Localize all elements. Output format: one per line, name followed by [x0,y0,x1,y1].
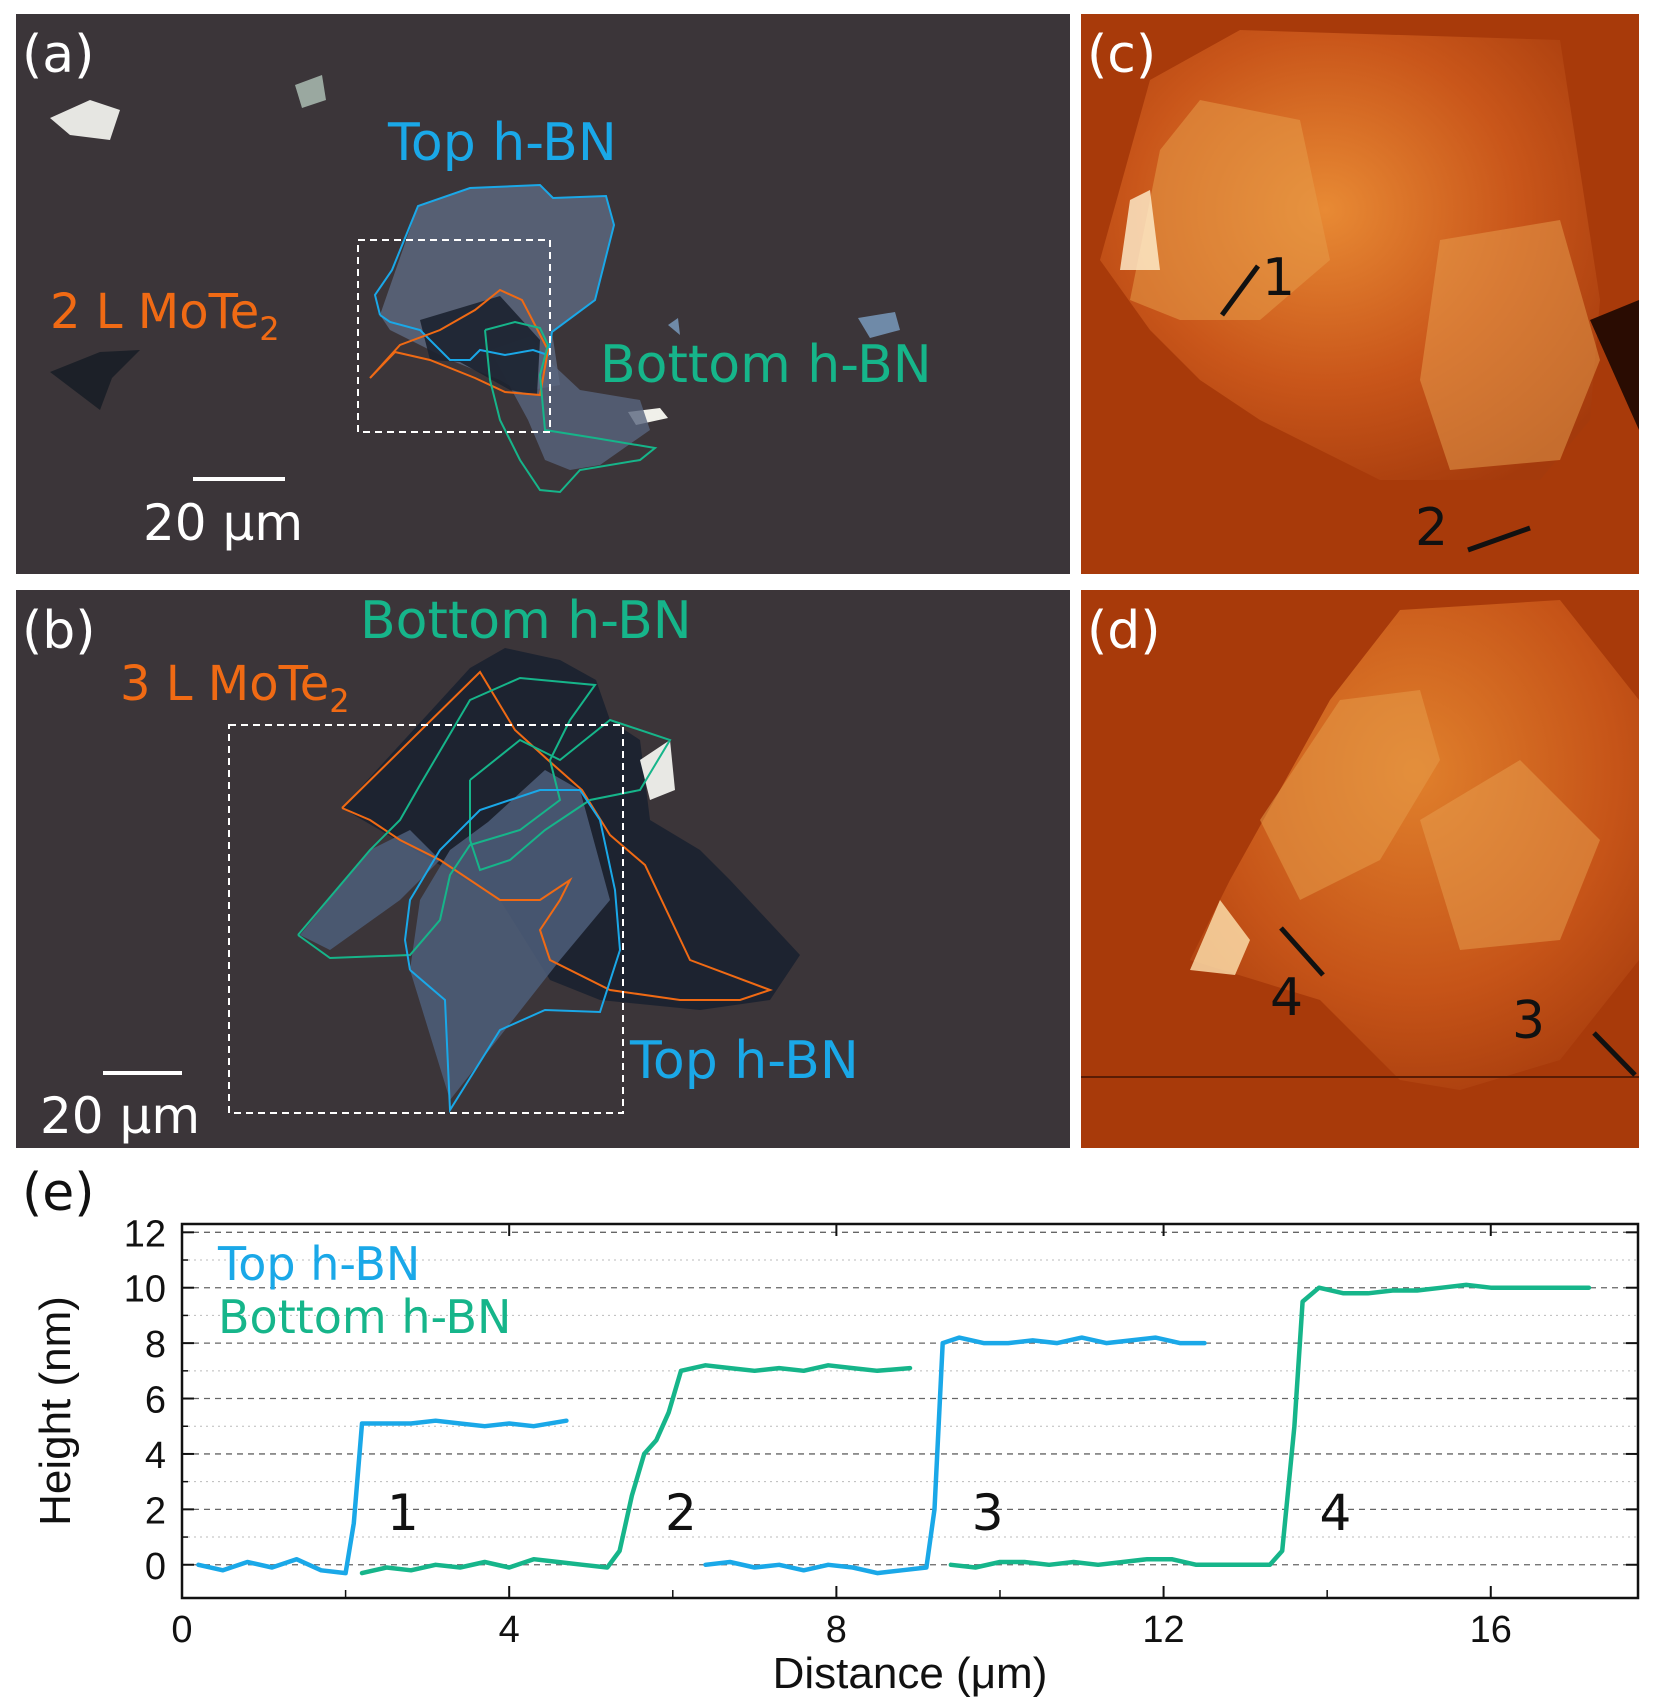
profile-line-1 [1219,264,1261,317]
top-hbn-outline [373,183,616,361]
chart-step-labels: 1 2 3 4 [387,1484,1351,1542]
zoom-box-b [228,724,624,1114]
afm-flake-d2 [1260,690,1440,900]
y-tick-label: 6 [145,1380,166,1422]
flake [50,100,120,140]
afm-flake-c2 [1130,100,1330,320]
bottom-hbn-label-a: Bottom h-BN [600,335,932,395]
flake [668,318,680,335]
x-axis-label: Distance (μm) [773,1649,1048,1698]
series-line-bottom-hbn-0 [359,1363,913,1576]
afm-flake-d3 [1420,760,1600,950]
bottom-hbn-label-b: Bottom h-BN [360,591,692,651]
x-tick-label: 8 [826,1609,847,1651]
panel-a: (a) Top h-BN 2 L MoTe2 Bottom h-BN 20 μm [16,14,1070,574]
panel-c-letter: (c) [1087,25,1156,85]
afm-flake-c3 [1420,220,1600,470]
y-tick-label: 8 [145,1324,166,1366]
panel-a-letter: (a) [22,25,94,85]
profile-marker-4: 4 [1270,968,1303,1028]
bottom-hbn-outline-b2 [469,718,672,872]
x-tick-label: 4 [499,1609,520,1651]
panel-b-letter: (b) [22,601,96,661]
profile-marker-2: 2 [1415,498,1448,558]
bottom-hbn-outline [484,320,658,494]
panel-d: (d) 4 3 [1081,590,1639,1148]
afm-bright-c [1120,190,1160,270]
chart-grid [182,1231,1638,1566]
step-label-3: 3 [972,1484,1004,1542]
step-label-2: 2 [665,1484,697,1542]
flake [640,740,675,800]
flake [858,312,900,338]
panel-c: (c) 1 2 [1081,14,1639,574]
y-axis-label: Height (nm) [31,1296,80,1526]
top-hbn-label-a: Top h-BN [387,113,617,173]
series-line-top-hbn-0 [196,1418,569,1576]
panel-b: (b) Bottom h-BN 3 L MoTe2 Top h-BN 20 μm [16,590,1070,1148]
bottom-hbn-outline-b [297,676,597,960]
top-hbn-outline-b [403,789,622,1114]
step-label-1: 1 [387,1484,419,1542]
y-tick-label: 12 [124,1213,166,1255]
bottom-hbn-flake-b [300,830,440,950]
y-tick-label: 0 [145,1546,166,1588]
mote2-outline-b [341,670,773,1001]
plot-frame [180,1222,1640,1600]
x-tick-label: 16 [1470,1609,1512,1651]
top-hbn-flake-b [410,770,610,1100]
afm-void-c [1590,300,1639,430]
profile-line-3 [1592,1031,1637,1077]
x-tick-label: 12 [1142,1609,1184,1651]
panel-d-letter: (d) [1087,601,1161,661]
y-tick-label: 10 [124,1269,166,1311]
y-tick-label: 2 [145,1490,166,1532]
x-tick-label: 0 [171,1609,192,1651]
mote2-flake [420,296,540,395]
step-label-4: 4 [1319,1484,1351,1542]
series-line-bottom-hbn-1 [948,1282,1592,1570]
mote2-label-b: 3 L MoTe2 [120,656,350,720]
scale-bar-label-b: 20 μm [40,1087,200,1145]
panel-e-letter: (e) [22,1163,95,1223]
series-line-top-hbn-1 [703,1335,1207,1576]
profile-line-4 [1279,926,1325,977]
profile-line-2 [1467,525,1531,553]
profile-marker-1: 1 [1262,248,1295,308]
zoom-box-a [357,239,551,433]
legend-top-hbn: Top h-BN [217,1237,420,1291]
mote2-outline [369,288,550,397]
flake [295,75,326,108]
legend-bottom-hbn: Bottom h-BN [218,1290,511,1344]
y-tick-label: 4 [145,1435,166,1477]
chart-series [196,1282,1592,1576]
flake [50,350,140,410]
mote2-label-a: 2 L MoTe2 [50,284,280,348]
top-hbn-label-b: Top h-BN [629,1031,859,1091]
afm-bright-d [1190,900,1250,975]
scale-bar-label-a: 20 μm [143,494,303,552]
profile-marker-3: 3 [1512,991,1545,1051]
afm-flake-d [1190,600,1639,1090]
